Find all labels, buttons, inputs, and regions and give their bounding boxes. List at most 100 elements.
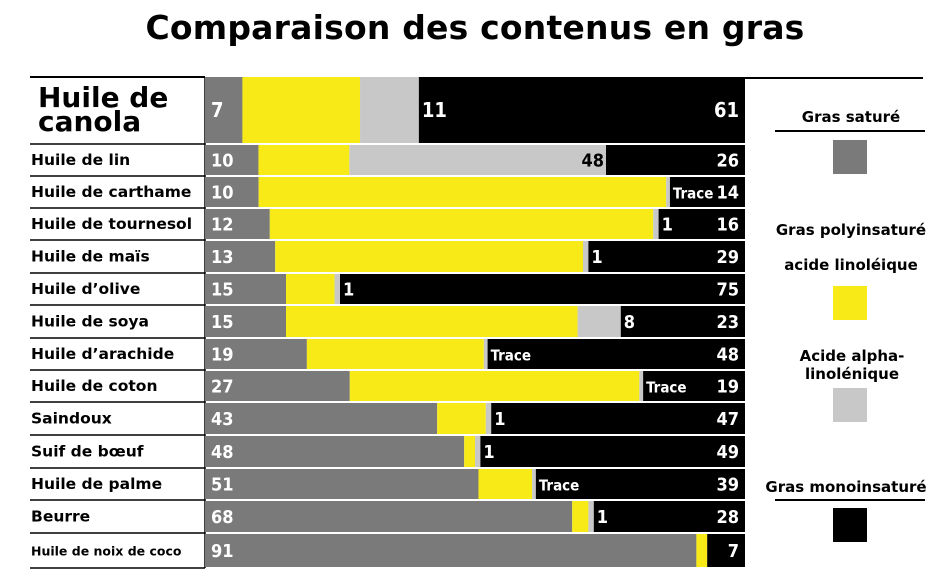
bar-segment-mono (491, 403, 745, 434)
value-label-alpha: Trace (673, 184, 713, 202)
value-label-mono: 61 (714, 98, 739, 122)
bar-segment-linoleique (464, 436, 475, 467)
bar-segment-sature (205, 501, 573, 532)
value-label-mono: 14 (716, 182, 739, 203)
bar-segment-mono (669, 177, 745, 207)
bar-segment-linoleique (478, 469, 533, 499)
legend-swatch-linoleique (833, 286, 867, 320)
bar-segment-mono (707, 534, 745, 567)
bar-segment-linoleique (437, 403, 486, 434)
bar-segment-mono (535, 469, 745, 499)
bar-segment-mono (593, 501, 745, 532)
value-label-alpha: 11 (422, 98, 447, 122)
value-label-mono: 49 (716, 442, 739, 463)
value-label-alpha: 8 (624, 312, 635, 333)
row-label: Huile de noix de coco (31, 544, 182, 559)
value-label-mono: 19 (716, 376, 739, 397)
bar-segment-sature (205, 534, 697, 567)
legend-rule-mono (775, 499, 925, 501)
bar-segment-sature (205, 436, 465, 467)
bar-segment-sature (205, 209, 270, 239)
value-label-alpha: 48 (581, 150, 604, 171)
value-label-sature: 10 (211, 150, 234, 171)
value-label-mono: 48 (716, 344, 739, 365)
bar-segment-sature (205, 306, 286, 337)
bar-segment-linoleique (306, 339, 484, 369)
bar-segment-alpha (639, 371, 644, 401)
row-label: Huile de tournesol (31, 215, 192, 233)
value-label-sature: 10 (211, 182, 234, 203)
value-label-alpha: Trace (539, 476, 579, 494)
row-label: Huile d’arachide (31, 345, 174, 363)
bar-segment-alpha (360, 77, 419, 143)
legend-label-alpha-line1: Acide alpha- (799, 347, 905, 365)
value-label-alpha: Trace (491, 346, 531, 364)
row-label: Saindoux (31, 410, 112, 428)
bar-segment-mono (418, 77, 745, 143)
row-label: Huile de carthame (31, 183, 191, 201)
bar-segment-linoleique (572, 501, 589, 532)
bar-segment-mono (480, 436, 745, 467)
bar-segment-linoleique (275, 241, 583, 272)
bar-segment-linoleique (242, 77, 361, 143)
value-label-sature: 12 (211, 214, 234, 235)
bar-segment-sature (205, 403, 438, 434)
row-label: Huile de lin (31, 151, 130, 169)
bar-segment-alpha (666, 177, 670, 207)
value-label-sature: 51 (211, 474, 234, 495)
row-label: Huile de palme (31, 475, 162, 493)
bar-segment-alpha (483, 339, 488, 369)
bar-segment-alpha (588, 501, 594, 532)
row-label: Beurre (31, 508, 90, 526)
bar-segment-linoleique (286, 306, 578, 337)
bar-segment-mono (620, 306, 745, 337)
value-label-alpha: 1 (591, 247, 602, 268)
value-label-mono: 29 (716, 247, 739, 268)
bar-segment-mono (340, 274, 745, 304)
bar-segment-linoleique (269, 209, 654, 239)
bar-segment-mono (487, 339, 745, 369)
value-label-sature: 48 (211, 442, 234, 463)
value-label-sature: 13 (211, 247, 234, 268)
value-label-sature: 43 (211, 409, 234, 430)
value-label-alpha: 1 (597, 507, 608, 528)
bar-segment-linoleique (258, 145, 350, 175)
value-label-sature: 19 (211, 344, 234, 365)
value-label-mono: 75 (716, 279, 739, 300)
legend-swatch-alpha (833, 388, 867, 422)
value-label-sature: 27 (211, 376, 234, 397)
row-label: Huile d’olive (31, 280, 140, 298)
value-label-mono: 39 (716, 474, 739, 495)
row-label: Huile de maïs (31, 248, 150, 266)
bar-segment-alpha (653, 209, 659, 239)
value-label-sature: 7 (211, 98, 224, 122)
row-label: canola (38, 105, 141, 138)
bar-segment-mono (658, 209, 745, 239)
legend-rule-top (745, 77, 923, 79)
bar-segment-linoleique (286, 274, 335, 304)
bar-segment-mono (605, 145, 745, 175)
bar-segment-linoleique (349, 371, 640, 401)
value-label-sature: 68 (211, 507, 234, 528)
bar-segment-alpha (532, 469, 536, 499)
legend-label-poly: Gras polyinsaturé (775, 221, 927, 239)
bar-segment-sature (205, 77, 243, 143)
value-label-alpha: 1 (662, 214, 673, 235)
legend-label-alpha-line2: linolénique (805, 365, 899, 383)
bar-segment-sature (205, 274, 286, 304)
bar-segment-alpha (485, 403, 492, 434)
row-label: Huile de (38, 81, 168, 114)
value-label-alpha: 1 (483, 442, 494, 463)
bar-segment-mono (643, 371, 745, 401)
row-label: Huile de coton (31, 377, 157, 395)
legend-label-mono: Gras monoinsaturé (765, 478, 927, 496)
bar-segment-mono (588, 241, 745, 272)
bar-segment-alpha (583, 241, 589, 272)
value-label-alpha: Trace (646, 378, 686, 396)
bar-segment-sature (205, 469, 479, 499)
bar-segment-sature (205, 371, 350, 401)
value-label-alpha: 1 (343, 279, 354, 300)
bar-segment-linoleique (696, 534, 708, 567)
value-label-mono: 7 (728, 541, 739, 562)
row-label: Huile de soya (31, 313, 149, 331)
